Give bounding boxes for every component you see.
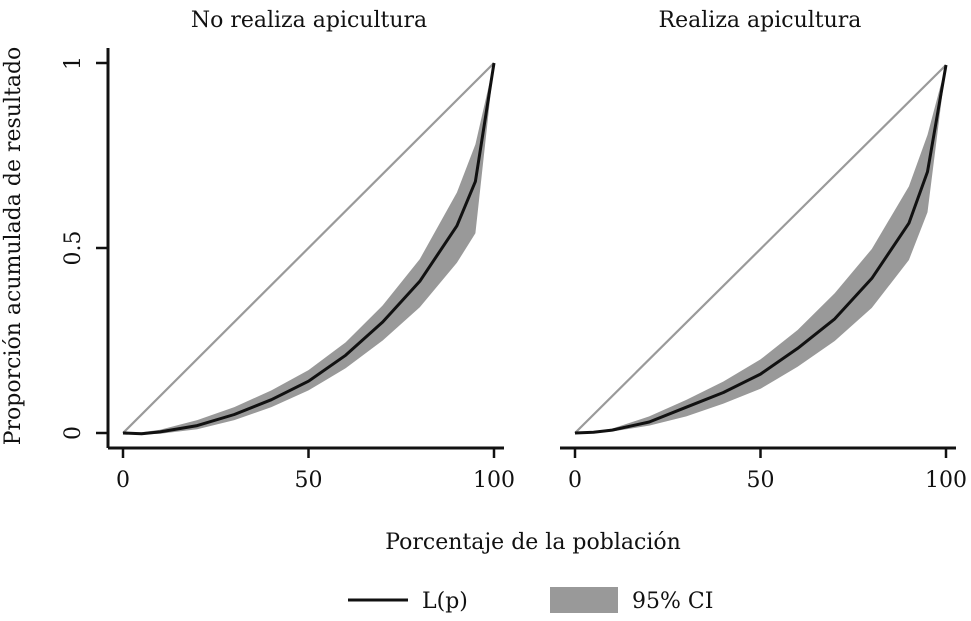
ci-band-right [575, 65, 946, 433]
x-tick-label-right-1: 50 [747, 468, 775, 493]
legend-area-swatch [550, 587, 618, 613]
y-tick-label-2: 1 [61, 56, 86, 70]
x-tick-label-left-0: 0 [116, 468, 130, 493]
x-tick-label-left-1: 50 [295, 468, 323, 493]
panel-right: 0 50 100 [560, 64, 967, 493]
panel-title-right: Realiza apicultura [659, 8, 862, 33]
x-tick-label-right-2: 100 [925, 468, 967, 493]
lorenz-curve-left [122, 62, 496, 436]
equality-line-right [574, 64, 947, 434]
equality-line-left [122, 62, 495, 434]
x-tick-label-left-2: 100 [473, 468, 515, 493]
legend-label-lp: L(p) [422, 589, 468, 614]
y-tick-label-1: 0.5 [61, 231, 86, 266]
x-axis-title: Porcentaje de la población [385, 530, 681, 555]
lorenz-curve-right [574, 64, 948, 435]
legend-label-ci: 95% CI [632, 589, 713, 614]
panel-left: 0 50 100 0 0.5 1 [61, 48, 515, 493]
y-tick-label-0: 0 [61, 426, 86, 440]
panel-title-left: No realiza apicultura [191, 8, 427, 33]
legend: L(p) 95% CI [348, 587, 713, 614]
x-tick-label-right-0: 0 [568, 468, 582, 493]
y-axis-title: Proporción acumulada de resultado [1, 47, 26, 446]
